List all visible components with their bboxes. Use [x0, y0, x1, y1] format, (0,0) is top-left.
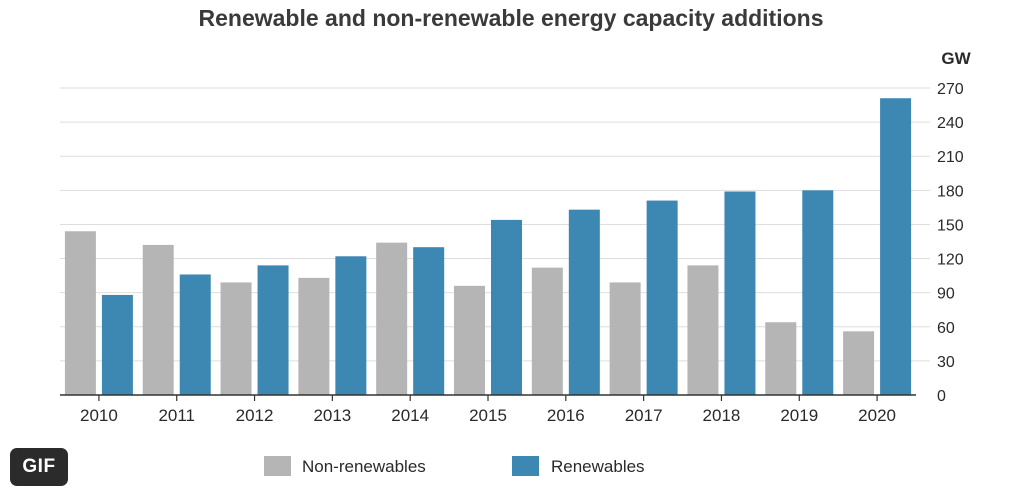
bar-renewables-2013 [335, 256, 367, 395]
y-tick-label: 90 [937, 286, 955, 303]
bar-non-renewables-2010 [64, 231, 96, 395]
bar-non-renewables-2020 [843, 331, 875, 395]
x-tick-label: 2012 [236, 406, 274, 425]
legend-swatch-renewables [512, 456, 539, 476]
bar-renewables-2018 [724, 191, 756, 395]
y-tick-label: 120 [937, 252, 964, 269]
y-tick-label: 240 [937, 115, 964, 132]
axes: 0 30 60 90 120 150 180 210 240 270 2010 2011 2012 201… [60, 81, 964, 425]
legend-label-renewables: Renewables [551, 457, 645, 476]
bar-renewables-2020 [880, 98, 912, 395]
x-tick-label: 2014 [391, 406, 429, 425]
y-tick-label: 30 [937, 354, 955, 371]
y-tick-label: 270 [937, 81, 964, 98]
bar-renewables-2014 [413, 247, 445, 395]
bar-renewables-2010 [101, 294, 133, 395]
chart-title: Renewable and non-renewable energy capac… [199, 5, 824, 31]
x-tick-label: 2016 [547, 406, 585, 425]
bar-renewables-2015 [491, 219, 522, 395]
bar-non-renewables-2017 [609, 282, 641, 395]
x-tick-label: 2020 [858, 406, 896, 425]
legend: Non-renewables Renewables [264, 456, 645, 476]
gif-badge[interactable]: GIF [10, 448, 68, 486]
y-tick-label: 60 [937, 320, 955, 337]
bars [64, 98, 912, 395]
x-tick-label: 2018 [703, 406, 741, 425]
bar-non-renewables-2019 [765, 322, 797, 395]
y-tick-label: 180 [937, 183, 964, 200]
bar-non-renewables-2012 [220, 282, 252, 395]
bar-renewables-2019 [802, 190, 834, 395]
bar-renewables-2011 [179, 274, 211, 395]
bar-non-renewables-2011 [142, 244, 174, 395]
bar-renewables-2016 [568, 209, 600, 395]
bar-non-renewables-2014 [376, 242, 408, 395]
bar-non-renewables-2015 [454, 285, 485, 395]
bar-non-renewables-2018 [687, 265, 719, 395]
x-tick-label: 2019 [780, 406, 818, 425]
y-tick-label: 210 [937, 149, 964, 166]
x-tick-label: 2011 [158, 406, 195, 425]
x-tick-label: 2010 [80, 406, 118, 425]
legend-swatch-non-renewables [264, 456, 291, 476]
bar-non-renewables-2013 [298, 277, 330, 395]
bar-renewables-2012 [257, 265, 289, 395]
x-tick-label: 2015 [469, 406, 507, 425]
y-tick-label: 150 [937, 217, 964, 234]
legend-label-non-renewables: Non-renewables [302, 457, 426, 476]
x-tick-label: 2013 [313, 406, 351, 425]
y-axis-unit-label: GW [941, 49, 971, 68]
bar-non-renewables-2016 [531, 267, 563, 395]
x-tick-label: 2017 [625, 406, 663, 425]
y-tick-label: 0 [937, 388, 946, 405]
bar-renewables-2017 [646, 200, 678, 395]
